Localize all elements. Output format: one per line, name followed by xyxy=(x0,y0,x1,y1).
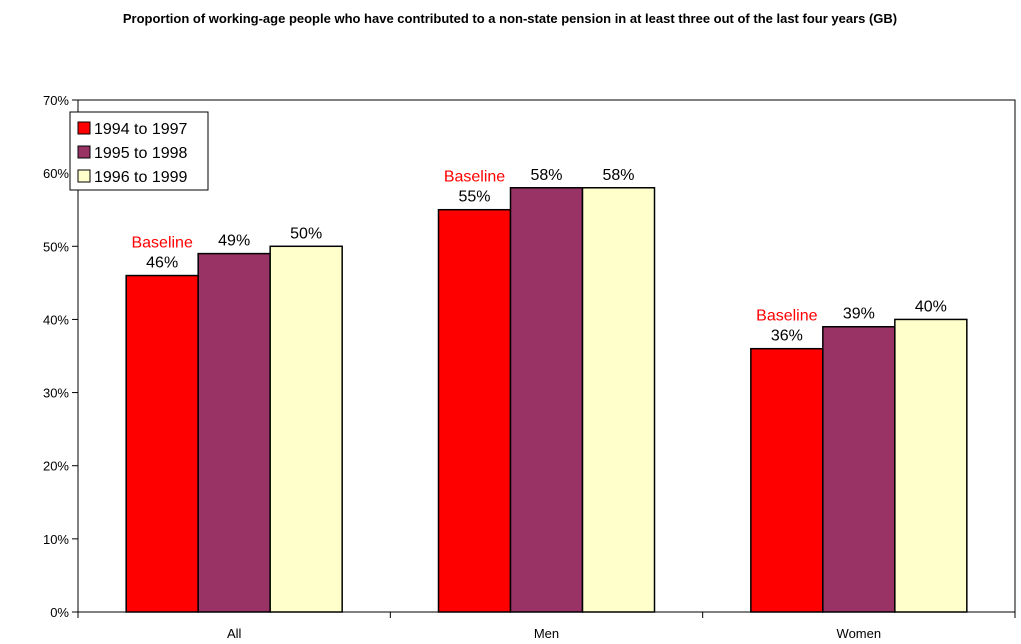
baseline-annotation: Baseline xyxy=(756,308,817,325)
bar-women-series-1 xyxy=(750,347,824,613)
bar-all-series-2 xyxy=(197,252,271,613)
legend-entry-label: 1995 to 1998 xyxy=(94,145,188,162)
bar-all-series-3 xyxy=(269,245,343,613)
bar-women-series-2 xyxy=(822,325,896,613)
legend-entry-label: 1996 to 1999 xyxy=(94,169,188,186)
data-label: 58% xyxy=(530,167,562,184)
legend-swatch xyxy=(77,121,91,135)
chart-title: Proportion of working-age people who hav… xyxy=(122,11,898,26)
y-tick-label: 20% xyxy=(43,459,69,474)
legend-swatch xyxy=(77,169,91,183)
y-tick-label: 10% xyxy=(43,532,69,547)
legend: 1994 to 1997 1995 to 1998 1996 to 1999 xyxy=(69,111,209,191)
data-label: 46% xyxy=(146,255,178,272)
data-label: 36% xyxy=(771,328,803,345)
legend-entry-label: 1994 to 1997 xyxy=(94,121,188,138)
y-tick-label: 70% xyxy=(43,93,69,108)
data-label: 49% xyxy=(218,233,250,250)
y-tick-label: 30% xyxy=(43,386,69,401)
y-tick-label: 40% xyxy=(43,312,69,327)
y-tick-label: 50% xyxy=(43,239,69,254)
bar-women-series-3 xyxy=(894,318,968,613)
x-category-label: All xyxy=(227,626,242,641)
bar-men-series-1 xyxy=(437,208,512,613)
axes: 0% 10% 20% 30% 40% 50% 60% 70% All Men Women xyxy=(43,93,1016,641)
bar-all-series-1 xyxy=(125,274,199,613)
bar-men-series-3 xyxy=(581,187,656,613)
data-label: 39% xyxy=(843,306,875,323)
y-tick-label: 60% xyxy=(43,166,69,181)
data-label: 50% xyxy=(290,225,322,242)
baseline-annotation: Baseline xyxy=(131,235,192,252)
y-tick-label: 0% xyxy=(50,605,69,620)
bars xyxy=(125,187,968,613)
bar-men-series-2 xyxy=(509,187,584,613)
legend-swatch xyxy=(77,145,91,159)
data-labels: 46% Baseline 49% 50% 55% Baseline 58% 58% 36% Bas… xyxy=(131,167,946,345)
data-label: 40% xyxy=(915,298,947,315)
data-label: 55% xyxy=(458,189,490,206)
data-label: 58% xyxy=(602,167,634,184)
x-category-label: Women xyxy=(837,626,882,641)
legend-box xyxy=(69,111,209,191)
x-category-label: Men xyxy=(534,626,559,641)
baseline-annotation: Baseline xyxy=(444,169,505,186)
